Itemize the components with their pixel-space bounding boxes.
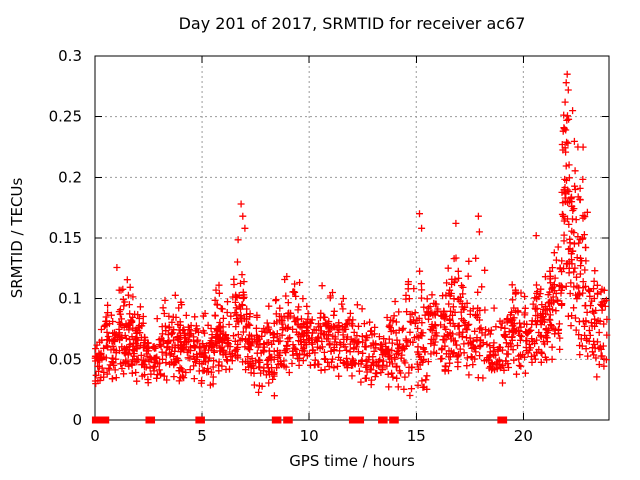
zero-value-cluster xyxy=(145,416,156,424)
zero-value-cluster xyxy=(389,416,399,424)
y-tick-label: 0.05 xyxy=(49,350,82,368)
zero-value-cluster xyxy=(497,416,508,424)
chart-title: Day 201 of 2017, SRMTID for receiver ac6… xyxy=(178,14,526,33)
y-tick-label: 0.3 xyxy=(58,47,82,65)
y-tick-label: 0.15 xyxy=(49,229,82,247)
x-tick-label: 0 xyxy=(90,427,100,445)
x-tick-label: 10 xyxy=(300,427,319,445)
x-tick-label: 15 xyxy=(407,427,426,445)
zero-value-cluster xyxy=(195,416,205,424)
y-tick-label: 0 xyxy=(72,411,82,429)
y-tick-label: 0.25 xyxy=(49,108,82,126)
zero-value-cluster xyxy=(91,416,110,424)
x-tick-label: 20 xyxy=(514,427,533,445)
y-tick-label: 0.2 xyxy=(58,168,82,186)
zero-value-cluster xyxy=(348,416,365,424)
x-tick-label: 5 xyxy=(197,427,207,445)
y-tick-label: 0.1 xyxy=(58,290,82,308)
zero-value-cluster xyxy=(271,416,282,424)
zero-value-cluster xyxy=(378,416,388,424)
x-axis-label: GPS time / hours xyxy=(289,452,415,470)
zero-value-cluster xyxy=(283,416,293,424)
scatter-points xyxy=(91,70,611,400)
